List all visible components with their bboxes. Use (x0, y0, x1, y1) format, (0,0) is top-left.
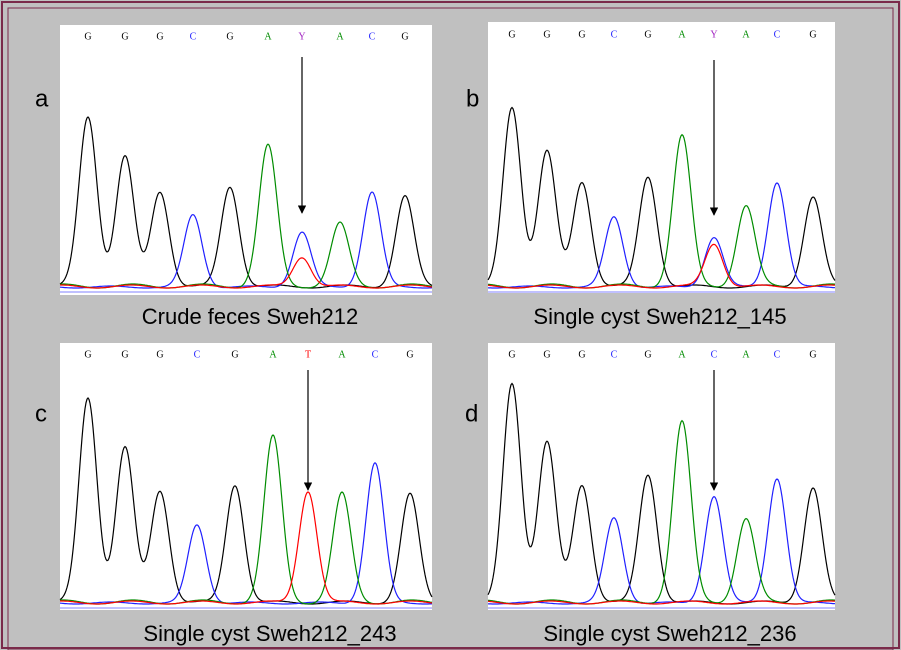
base-call: G (406, 349, 413, 360)
base-call: C (711, 349, 718, 360)
base-call: C (611, 349, 618, 360)
base-call: G (121, 349, 128, 360)
base-call: G (508, 349, 515, 360)
base-call: A (264, 31, 272, 42)
base-call: A (678, 29, 686, 40)
panel-letter: b (466, 85, 479, 112)
base-call: C (774, 349, 781, 360)
panel: c Single cyst Sweh212_243 G G G C G A T A C G (35, 343, 432, 646)
caption: Single cyst Sweh212_243 (143, 621, 396, 646)
base-call: G (156, 31, 163, 42)
base-call: A (336, 31, 344, 42)
base-call: G (226, 31, 233, 42)
base-call: A (269, 349, 277, 360)
base-call: Y (298, 31, 305, 42)
base-call: T (305, 349, 311, 360)
panel-letter: c (35, 400, 47, 427)
base-call: A (338, 349, 346, 360)
base-call: G (84, 31, 91, 42)
base-call: G (156, 349, 163, 360)
caption: Crude feces Sweh212 (142, 304, 358, 329)
panel: d Single cyst Sweh212_236 G G G C G A C A C G (465, 343, 835, 646)
base-call: G (121, 31, 128, 42)
base-call: C (774, 29, 781, 40)
panel: b Single cyst Sweh212_145 G G G C G A Y A C G (466, 22, 835, 329)
caption: Single cyst Sweh212_145 (533, 304, 786, 329)
base-call: G (84, 349, 91, 360)
base-call: C (369, 31, 376, 42)
chromatogram-area (60, 25, 432, 295)
caption: Single cyst Sweh212_236 (543, 621, 796, 646)
base-call: G (644, 349, 651, 360)
chromatogram-area (60, 343, 432, 610)
base-call: G (644, 29, 651, 40)
base-call: G (809, 29, 816, 40)
figure: a Crude feces Sweh212 G G G C G A Y A C Gb Single cy… (0, 0, 901, 650)
panel-letter: a (35, 85, 49, 112)
base-call: A (742, 29, 750, 40)
base-call: Y (710, 29, 717, 40)
panel: a Crude feces Sweh212 G G G C G A Y A C G (35, 25, 432, 329)
base-call: G (543, 349, 550, 360)
base-call: G (401, 31, 408, 42)
base-call: G (231, 349, 238, 360)
base-call: G (543, 29, 550, 40)
base-call: G (508, 29, 515, 40)
base-call: C (372, 349, 379, 360)
base-call: G (578, 349, 585, 360)
panel-letter: d (465, 400, 478, 427)
base-call: C (611, 29, 618, 40)
base-call: C (190, 31, 197, 42)
base-call: A (678, 349, 686, 360)
base-call: G (809, 349, 816, 360)
base-call: C (194, 349, 201, 360)
base-call: A (742, 349, 750, 360)
base-call: G (578, 29, 585, 40)
